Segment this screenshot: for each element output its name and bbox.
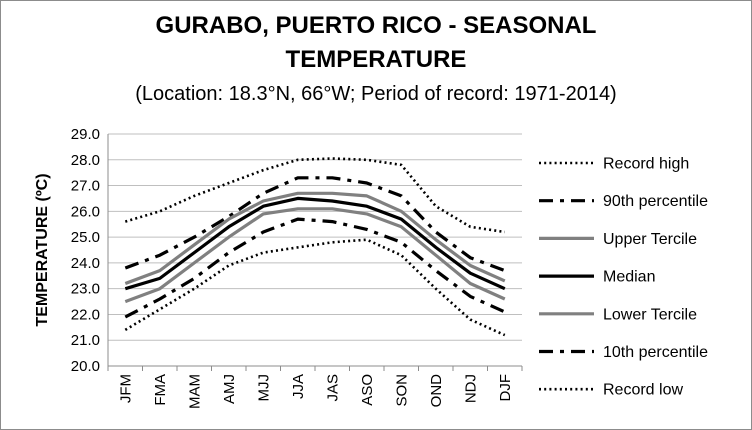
x-tick-label: NDJ (462, 374, 479, 403)
series-line-record-low (124, 238, 506, 337)
x-tick-label: JJA (290, 374, 307, 399)
series-line-10th-percentile (124, 217, 506, 319)
x-tick-label: MJJ (255, 374, 272, 402)
chart-title-line-2: TEMPERATURE (285, 46, 467, 73)
y-tick-label: 21.0 (71, 332, 100, 349)
x-tick-label: JAS (324, 374, 341, 402)
y-tick-label: 28.0 (71, 152, 100, 169)
legend-label-10th-percentile: 10th percentile (603, 344, 708, 361)
x-tick-label: OND (428, 374, 445, 408)
y-tick-label: 23.0 (71, 281, 100, 298)
legend-label-record-high: Record high (603, 156, 689, 173)
y-tick-label: 26.0 (71, 203, 100, 220)
legend-label-upper-tercile: Upper Tercile (603, 231, 697, 248)
x-tick-label: MAM (186, 374, 203, 409)
y-tick-label: 22.0 (71, 306, 100, 323)
x-tick-label: AMJ (221, 374, 238, 404)
legend-label-record-low: Record low (603, 382, 683, 399)
y-tick-label: 24.0 (71, 255, 100, 272)
series-line-median (124, 196, 506, 291)
x-tick-label: SON (393, 374, 410, 407)
y-tick-label: 20.0 (71, 358, 100, 375)
x-tick-label: JFM (117, 374, 134, 403)
legend-label-median: Median (603, 269, 655, 286)
y-axis-label: TEMPERATURE (ºC) (34, 173, 51, 326)
chart-title-line-1: GURABO, PUERTO RICO - SEASONAL (155, 12, 597, 39)
y-tick-label: 25.0 (71, 229, 100, 246)
legend-label-lower-tercile: Lower Tercile (603, 306, 697, 323)
y-tick-label: 27.0 (71, 178, 100, 195)
y-tick-label: 29.0 (71, 126, 100, 143)
series-line-lower-tercile (124, 207, 506, 304)
legend-label-90th-percentile: 90th percentile (603, 193, 708, 210)
x-tick-label: DJF (497, 374, 514, 402)
series-line-upper-tercile (124, 191, 506, 285)
x-tick-label: ASO (359, 374, 376, 406)
chart-subtitle: (Location: 18.3°N, 66°W; Period of recor… (135, 83, 617, 105)
series-line-90th-percentile (124, 176, 506, 273)
x-tick-label: FMA (152, 374, 169, 406)
